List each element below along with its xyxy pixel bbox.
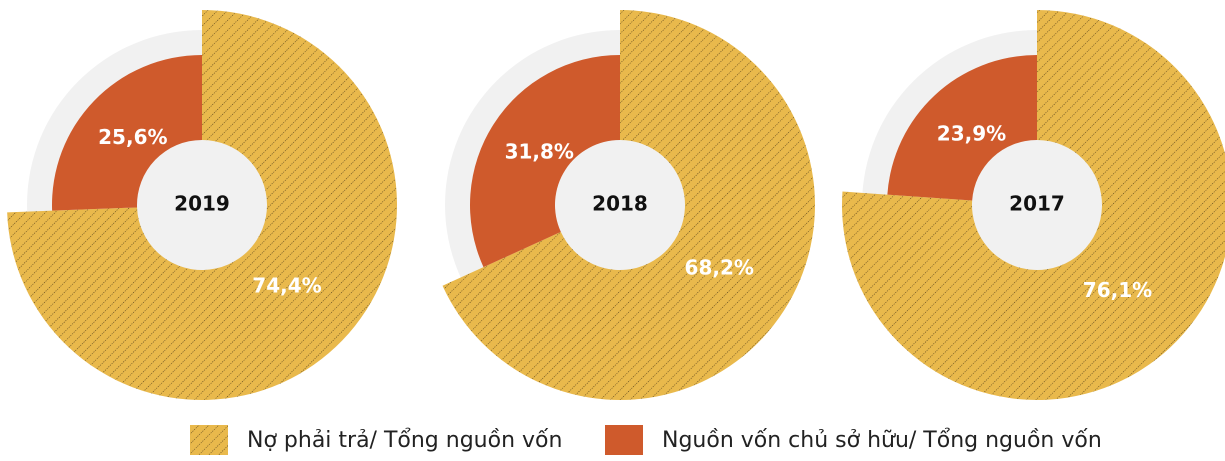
value-label: 31,8% xyxy=(505,140,574,164)
slice xyxy=(842,10,1225,400)
center-label: 2017 xyxy=(1009,192,1065,216)
value-label: 23,9% xyxy=(937,121,1006,145)
value-label: 68,2% xyxy=(685,255,754,279)
slice xyxy=(887,55,1037,201)
value-label: 74,4% xyxy=(252,273,321,297)
slice xyxy=(442,10,816,400)
legend-swatch xyxy=(605,425,643,455)
slice xyxy=(7,10,398,400)
slice xyxy=(51,55,202,211)
center-label: 2019 xyxy=(174,192,230,216)
legend-swatch xyxy=(190,425,228,455)
legend-label: Nguồn vốn chủ sở hữu/ Tổng nguồn vốn xyxy=(662,428,1102,453)
slice xyxy=(470,55,620,268)
center-label: 2018 xyxy=(592,192,648,216)
value-label: 25,6% xyxy=(98,125,167,149)
legend-label: Nợ phải trả/ Tổng nguồn vốn xyxy=(247,428,562,453)
value-label: 76,1% xyxy=(1083,278,1152,302)
